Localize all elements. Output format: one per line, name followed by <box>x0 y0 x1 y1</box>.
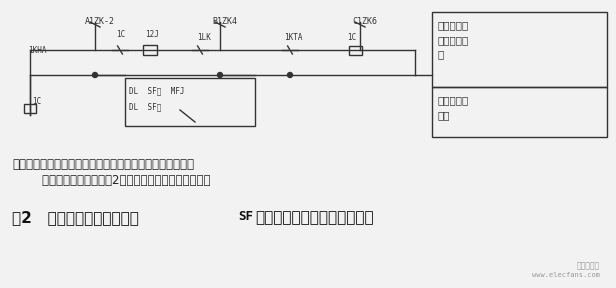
Text: DL  SF乙: DL SF乙 <box>129 102 161 111</box>
Text: 在给粉机电源控制回路示意图: 在给粉机电源控制回路示意图 <box>255 210 374 225</box>
Bar <box>432 87 607 137</box>
Text: 路图，只是回路编号为2字开关，故此处不再重复画出: 路图，只是回路编号为2字开关，故此处不再重复画出 <box>12 174 211 187</box>
Text: 1C: 1C <box>32 97 41 106</box>
Text: C1ZK6: C1ZK6 <box>352 17 377 26</box>
Text: 1KTA: 1KTA <box>284 33 302 42</box>
Bar <box>24 103 36 113</box>
Text: 电子发烧友: 电子发烧友 <box>577 261 600 270</box>
Text: 12J: 12J <box>145 30 159 39</box>
Text: 送风机辅助
接点: 送风机辅助 接点 <box>437 95 468 120</box>
Text: 1KHA: 1KHA <box>28 46 46 55</box>
Bar <box>432 12 607 87</box>
Circle shape <box>217 73 222 77</box>
Text: 给粉机甲侧
电源控制回
路: 给粉机甲侧 电源控制回 路 <box>437 20 468 60</box>
Text: SF: SF <box>238 210 253 223</box>
Circle shape <box>92 73 97 77</box>
Bar <box>125 78 255 126</box>
Circle shape <box>288 73 293 77</box>
Text: B1ZK4: B1ZK4 <box>212 17 237 26</box>
Bar <box>143 45 157 55</box>
Text: 1LK: 1LK <box>197 33 211 42</box>
Text: www.elecfans.com: www.elecfans.com <box>532 272 600 278</box>
Text: 图2   甲、乙送风机辅助接点: 图2 甲、乙送风机辅助接点 <box>12 210 139 225</box>
Text: A1ZK-2: A1ZK-2 <box>85 17 115 26</box>
Text: DL  SF甲  MFJ: DL SF甲 MFJ <box>129 86 185 95</box>
Text: 说明：给粉机乙侧电源控制回路图同给粉机甲侧电源控制回: 说明：给粉机乙侧电源控制回路图同给粉机甲侧电源控制回 <box>12 158 194 171</box>
Bar <box>349 46 362 54</box>
Text: 1C: 1C <box>347 33 356 42</box>
Text: 1C: 1C <box>116 30 125 39</box>
